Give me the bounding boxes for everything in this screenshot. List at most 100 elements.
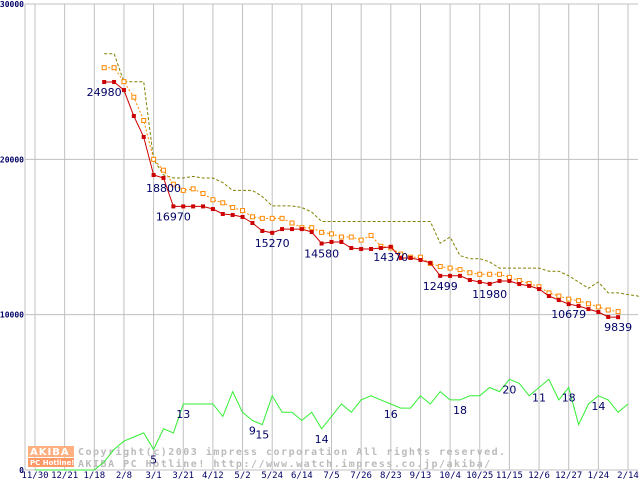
data-point	[378, 246, 383, 251]
y-tick-label: 0	[19, 466, 24, 475]
data-label: 11	[532, 392, 546, 405]
data-point	[329, 239, 334, 244]
data-point	[596, 310, 601, 315]
data-point	[339, 239, 344, 244]
data-point	[546, 294, 551, 299]
series-min-price	[102, 79, 621, 320]
data-point	[506, 274, 512, 280]
data-point	[348, 234, 354, 240]
data-label: 15270	[255, 237, 290, 250]
data-point	[190, 186, 196, 192]
data-label: 9	[249, 425, 256, 438]
x-tick-label: 6/14	[291, 471, 313, 480]
data-point	[457, 273, 462, 278]
series-shop-count	[35, 378, 629, 471]
data-point	[180, 187, 186, 193]
series-line	[35, 378, 629, 471]
series-line	[104, 53, 640, 299]
data-point	[280, 227, 285, 232]
series-group	[35, 53, 640, 471]
site-url-line: AKIBA PC Hotline! http://www.watch.impre…	[78, 458, 492, 470]
data-point	[605, 307, 611, 313]
data-point	[260, 228, 265, 233]
data-point	[437, 264, 443, 270]
data-point	[270, 230, 275, 235]
gridlines	[24, 3, 638, 471]
data-point	[191, 204, 196, 209]
data-point	[615, 309, 621, 315]
x-tick-label: 1/24	[588, 471, 610, 480]
x-tick-label: 12/6	[528, 471, 550, 480]
data-point	[428, 260, 433, 265]
data-point	[477, 280, 482, 285]
x-axis-ticks: 11/30 12/21 1/18 2/8 3/1 3/21 4/12 5/2 5/24 6/14 7…	[21, 471, 638, 480]
x-tick-label: 2/14	[617, 471, 639, 480]
data-point	[141, 118, 147, 123]
data-label: 18	[562, 392, 576, 405]
data-label: 16970	[156, 210, 191, 223]
data-point	[487, 271, 493, 277]
series-max-price	[104, 53, 640, 299]
data-point	[240, 208, 246, 214]
x-tick-label: 5/24	[261, 471, 283, 480]
data-point	[467, 270, 473, 276]
data-point	[477, 271, 483, 277]
watermark: AKIBA PC Hotline! Copyright(c)2003 impre…	[28, 446, 505, 470]
data-point	[131, 113, 136, 118]
data-point	[319, 241, 324, 246]
data-point	[516, 277, 522, 283]
data-point	[131, 94, 137, 100]
x-tick-label: 11/30	[21, 471, 48, 480]
x-tick-label: 7/5	[323, 471, 339, 480]
data-point	[566, 296, 572, 302]
data-point	[576, 298, 582, 304]
y-tick-label: 20000	[0, 155, 24, 164]
data-label: 14	[591, 400, 605, 413]
data-point	[151, 156, 157, 162]
data-label: 11980	[472, 288, 507, 301]
data-label: 10679	[551, 308, 586, 321]
data-point	[369, 246, 374, 251]
x-tick-label: 8/23	[380, 471, 402, 480]
logo-pc-hotline: PC Hotline!	[30, 459, 74, 467]
logo-bottom-bg	[28, 458, 74, 467]
data-point	[161, 175, 166, 180]
data-point	[497, 278, 502, 283]
data-point	[398, 255, 403, 260]
logo-akiba: AKIBA	[30, 447, 70, 458]
data-label: 20	[502, 383, 516, 396]
data-point	[447, 265, 453, 271]
y-tick-label: 10000	[0, 311, 24, 320]
x-tick-label: 10/25	[466, 471, 493, 480]
data-label: 15	[255, 429, 269, 442]
data-point	[249, 214, 255, 220]
data-label: 18800	[146, 182, 181, 195]
data-label: 14	[315, 433, 329, 446]
data-point	[210, 197, 216, 203]
data-point	[289, 227, 294, 232]
y-tick-label: 30000	[0, 0, 24, 9]
data-point	[141, 134, 146, 139]
data-point	[359, 246, 364, 251]
data-point	[200, 191, 206, 197]
data-point	[289, 220, 295, 226]
data-point	[111, 65, 117, 71]
data-point	[497, 271, 503, 277]
data-point	[527, 283, 532, 288]
data-point	[517, 282, 522, 287]
x-tick-label: 4/12	[202, 471, 224, 480]
data-label: 16	[384, 408, 398, 421]
x-tick-label: 9/13	[410, 471, 432, 480]
data-point	[121, 79, 127, 85]
data-point	[210, 207, 215, 212]
data-label: 24980	[87, 86, 122, 99]
data-point	[457, 267, 463, 273]
data-point	[160, 167, 166, 173]
data-label: 14370	[373, 251, 408, 264]
data-label: 14580	[304, 248, 339, 261]
data-point	[250, 221, 255, 226]
logo-top-bg	[28, 446, 74, 457]
data-point	[595, 304, 601, 310]
data-point	[338, 234, 344, 240]
